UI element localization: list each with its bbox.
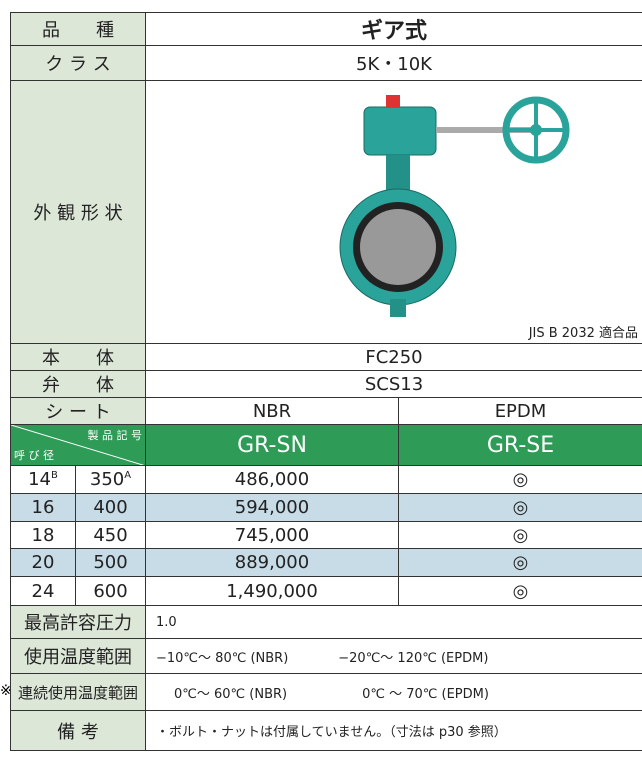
- sup: A: [124, 470, 132, 481]
- avail: ◎: [397, 521, 642, 549]
- label: 本 体: [10, 343, 146, 371]
- price: 594,000: [145, 493, 399, 522]
- code: GR-SN: [145, 424, 399, 466]
- sup: B: [51, 470, 58, 481]
- avail: ◎: [397, 576, 642, 606]
- seat: EPDM: [397, 397, 642, 425]
- mm: 600: [75, 576, 146, 606]
- price: 745,000: [145, 521, 399, 549]
- inch: 16: [10, 493, 76, 522]
- note-text: −20℃〜 120℃ (EPDM): [338, 650, 489, 666]
- label: 品 種: [10, 12, 146, 46]
- mm: 350A: [75, 465, 146, 494]
- mm: 400: [75, 493, 146, 522]
- diagonal: [11, 425, 143, 465]
- valve-image: [339, 95, 570, 317]
- avail: ◎: [397, 465, 642, 494]
- header-code: 製 品 記 号: [87, 429, 143, 442]
- value: SCS13: [144, 370, 642, 398]
- inch-text: 14: [28, 469, 52, 490]
- jis-note: JIS B 2032 適合品: [528, 326, 639, 341]
- mm: 500: [75, 548, 146, 577]
- label: 外 観 形 状: [10, 80, 146, 344]
- note-text: 0℃ 〜 70℃ (EPDM): [362, 686, 489, 702]
- label: 備 考: [10, 710, 146, 751]
- label: 使用温度範囲: [10, 638, 146, 674]
- header-diagonal: 製 品 記 号 呼 び 径: [10, 424, 146, 466]
- header-size: 呼 び 径: [14, 449, 54, 462]
- avail: ◎: [397, 493, 642, 522]
- note: 1.0: [144, 605, 642, 639]
- label: 最高許容圧力: [10, 605, 146, 639]
- note: ・ボルト・ナットは付属していません。（寸法は p30 参照）: [144, 710, 642, 751]
- label: シ ー ト: [10, 397, 146, 425]
- inch: 18: [10, 521, 76, 549]
- note: −10℃〜 80℃ (NBR) −20℃〜 120℃ (EPDM): [144, 638, 642, 674]
- note-text: 0℃〜 60℃ (NBR): [174, 686, 288, 702]
- label: ク ラ ス: [10, 45, 146, 81]
- code: GR-SE: [397, 424, 642, 466]
- mm: 450: [75, 521, 146, 549]
- note: 0℃〜 60℃ (NBR) 0℃ 〜 70℃ (EPDM): [144, 673, 642, 711]
- note-text: −10℃〜 80℃ (NBR): [156, 650, 289, 666]
- note-mark: ※: [0, 683, 12, 699]
- label: 連続使用温度範囲: [10, 673, 146, 711]
- price: 486,000: [145, 465, 399, 494]
- spec-table: 品 種ギア式 ク ラ ス 5K・10K 外 観 形 状 JIS B 2032 適合…: [10, 12, 642, 751]
- inch: 20: [10, 548, 76, 577]
- price: 889,000: [145, 548, 399, 577]
- label: 弁 体: [10, 370, 146, 398]
- value: FC250: [144, 343, 642, 371]
- inch: 14B: [10, 465, 76, 494]
- value: 5K・10K: [144, 45, 642, 81]
- mm-text: 350: [89, 469, 125, 490]
- value: ギア式: [144, 12, 642, 46]
- image-cell: JIS B 2032 適合品: [144, 80, 642, 344]
- avail: ◎: [397, 548, 642, 577]
- inch: 24: [10, 576, 76, 606]
- seat: NBR: [145, 397, 399, 425]
- price: 1,490,000: [145, 576, 399, 606]
